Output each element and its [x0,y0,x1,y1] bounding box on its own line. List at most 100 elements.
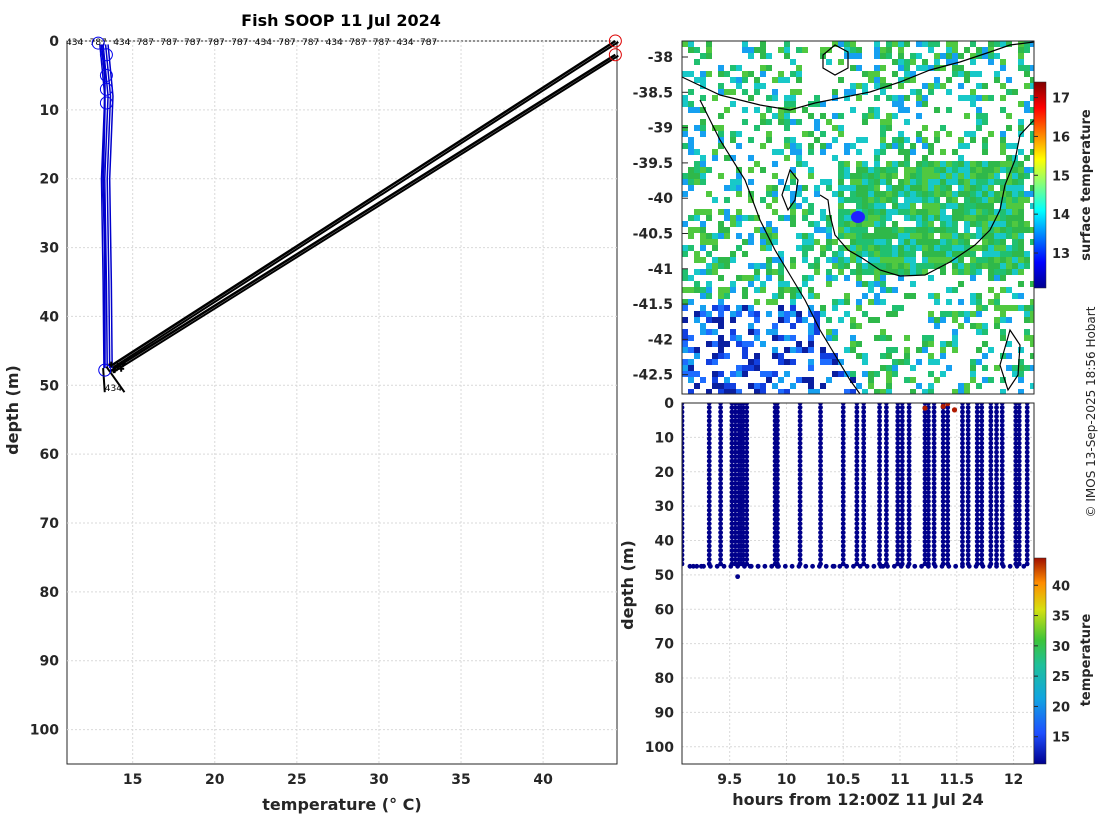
section-point [960,467,965,473]
section-point [906,403,912,406]
map-pixel [940,215,946,221]
map-pixel [958,281,964,287]
section-point [818,539,823,544]
map-colorbar-tick-label: 15 [1052,169,1070,184]
map-pixel [874,269,880,275]
section-point [818,543,823,549]
section-point [999,548,1005,553]
section-point [940,557,946,562]
section-point [965,481,971,486]
profile-top-label: 434 [396,38,413,48]
map-pixel [754,359,760,365]
profile-line [104,44,112,369]
map-pixel [1000,41,1006,47]
section-point [797,521,803,527]
map-pixel [862,251,868,257]
section-point [851,563,856,569]
map-pixel [970,275,976,281]
map-pixel [994,257,1000,263]
map-pixel [814,323,820,329]
map-pixel [1030,65,1034,71]
map-pixel [976,263,982,269]
map-pixel [748,311,754,317]
section-point [816,563,822,569]
map-pixel [856,341,862,347]
section-point [1013,521,1019,527]
map-pixel [946,257,952,263]
map-pixel [886,251,892,257]
section-point [988,539,994,544]
profile-x-tick-label: 15 [123,772,142,788]
map-pixel [922,341,928,347]
section-point [774,481,780,486]
map-pixel [832,89,838,95]
map-pixel [916,41,922,47]
map-pixel [772,233,778,239]
map-pixel [850,197,856,203]
map-pixel [796,347,802,353]
map-pixel [820,131,826,137]
section-point [732,445,738,451]
map-pixel [922,209,928,215]
section-point [988,476,994,482]
section-point [960,516,965,522]
section-point [931,494,937,500]
section-point [994,512,999,518]
section-point [926,503,931,509]
map-pixel [718,125,724,131]
section-point [987,563,993,569]
section-point [960,422,965,428]
section-point [965,405,971,410]
section-point [840,436,846,442]
map-pixel [856,161,862,167]
map-pixel [694,257,700,263]
section-point [718,525,724,531]
map-pixel [868,191,874,197]
map-pixel [748,95,754,101]
section-point [994,467,999,473]
section-point [960,436,965,442]
map-pixel [736,365,742,371]
map-pixel [880,131,886,137]
map-pixel [802,245,808,251]
section-point [931,485,937,491]
section-point [931,467,937,473]
map-pixel [814,329,820,335]
map-pixel [820,209,826,215]
map-pixel [880,179,886,185]
map-pixel [982,167,988,173]
map-pixel [898,131,904,137]
section-point [926,530,931,536]
map-pixel [934,185,940,191]
map-pixel [916,185,922,191]
section-point [818,427,823,433]
section-point [682,405,685,410]
section-point [861,525,867,531]
map-pixel [970,371,976,377]
section-point [1013,516,1019,522]
map-pixel [844,389,850,394]
map-pixel [898,179,904,185]
map-pixel [982,179,988,185]
section-point [899,449,905,455]
map-pixel [988,95,994,101]
map-pixel [790,359,796,365]
section-point [945,552,951,558]
section-point [1013,543,1019,549]
map-pixel [772,77,778,83]
section-point [718,503,724,509]
section-point [729,548,735,553]
profile-y-tick-label: 10 [40,103,60,119]
map-pixel [754,299,760,305]
map-pixel [808,209,814,215]
map-pixel [904,161,910,167]
map-pixel [1006,161,1012,167]
profile-line [99,44,106,369]
map-pixel [970,299,976,305]
map-pixel [718,299,724,305]
map-pixel [844,143,850,149]
map-pixel [736,371,742,377]
section-point [744,507,750,513]
section-point [1016,521,1022,527]
map-pixel [988,269,994,275]
